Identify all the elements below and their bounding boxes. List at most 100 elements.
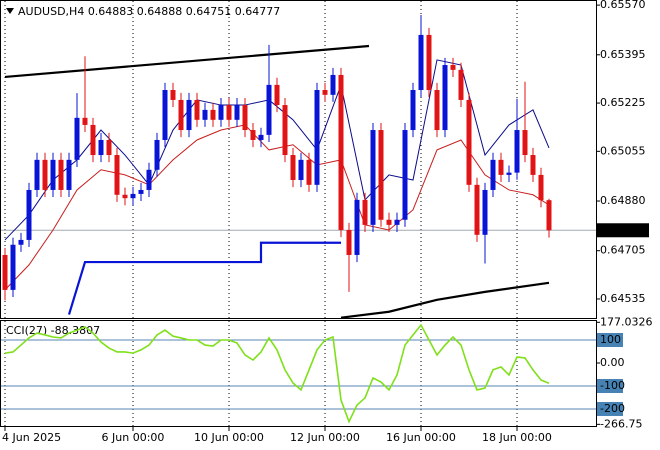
indicator-line bbox=[340, 281, 550, 319]
x-tick-label: 18 Jun 00:00 bbox=[482, 431, 552, 444]
candle-body bbox=[50, 159, 56, 190]
cci-line bbox=[4, 323, 550, 424]
candle-body bbox=[290, 155, 296, 181]
candle-body bbox=[450, 65, 456, 70]
candle-body bbox=[490, 159, 496, 190]
candle-body bbox=[434, 90, 440, 131]
x-tick-label: 10 Jun 00:00 bbox=[194, 431, 264, 444]
candle-body bbox=[394, 219, 400, 225]
candle-body bbox=[18, 239, 24, 245]
indicator-line bbox=[67, 241, 341, 315]
x-tick-label: 12 Jun 00:00 bbox=[290, 431, 360, 444]
candle-body bbox=[10, 244, 16, 290]
y-tick-label: 100 bbox=[600, 333, 621, 346]
y-tick-label: -100 bbox=[600, 379, 625, 392]
candle-body bbox=[298, 159, 304, 181]
candle-body bbox=[242, 105, 248, 131]
candle-body bbox=[322, 90, 328, 95]
candle-body bbox=[370, 130, 376, 225]
candle-body bbox=[314, 90, 320, 185]
candle-body bbox=[354, 199, 360, 255]
candle-body bbox=[114, 155, 120, 195]
candle-body bbox=[170, 90, 176, 100]
candle-body bbox=[162, 90, 168, 140]
candle-body bbox=[82, 117, 88, 125]
candle-body bbox=[506, 172, 512, 175]
y-tick-label: 0.65395 bbox=[600, 48, 646, 61]
level-label-box bbox=[597, 378, 623, 393]
candle-body bbox=[306, 159, 312, 185]
y-tick-label: 177.0326 bbox=[600, 315, 653, 328]
candle-body bbox=[274, 84, 280, 106]
collapse-icon[interactable] bbox=[6, 8, 14, 14]
candle-body bbox=[130, 193, 136, 199]
candle-body bbox=[466, 99, 472, 185]
y-tick-label: 0.65055 bbox=[600, 144, 646, 157]
candle-body bbox=[546, 200, 552, 231]
candle-body bbox=[66, 159, 72, 190]
y-tick-label: -266.75 bbox=[600, 417, 642, 430]
candle-body bbox=[58, 159, 64, 190]
candle-body bbox=[258, 134, 264, 140]
indicator-line bbox=[4, 124, 550, 291]
candle-body bbox=[386, 219, 392, 225]
candle-body bbox=[362, 199, 368, 225]
y-tick-label: 0.00 bbox=[600, 356, 625, 369]
candle-body bbox=[154, 139, 160, 170]
candle-body bbox=[250, 130, 256, 140]
level-label-box bbox=[597, 333, 623, 348]
candle-body bbox=[402, 130, 408, 220]
y-tick-label: 0.65225 bbox=[600, 96, 646, 109]
candle-body bbox=[186, 99, 192, 131]
indicator-line bbox=[4, 59, 550, 241]
main-panel-frame bbox=[0, 0, 597, 319]
candle-body bbox=[418, 34, 424, 91]
current-price-label: 0.64777 bbox=[600, 223, 646, 236]
candle-body bbox=[74, 117, 80, 160]
x-tick-label: 4 Jun 2025 bbox=[2, 431, 61, 444]
candle-body bbox=[530, 155, 536, 175]
x-tick-label: 16 Jun 00:00 bbox=[386, 431, 456, 444]
y-tick-label: 0.65570 bbox=[600, 0, 646, 11]
candle-body bbox=[146, 169, 152, 190]
candle-body bbox=[194, 99, 200, 120]
candle-body bbox=[266, 84, 272, 135]
chart-title: AUDUSD,H4 0.64883 0.64888 0.64751 0.6477… bbox=[18, 5, 280, 18]
candle-body bbox=[522, 130, 528, 156]
candle-body bbox=[218, 105, 224, 120]
y-tick-label: 0.64880 bbox=[600, 194, 646, 207]
x-tick-label: 6 Jun 00:00 bbox=[102, 431, 165, 444]
candle-body bbox=[498, 159, 504, 175]
candle-body bbox=[202, 109, 208, 120]
y-tick-label: -200 bbox=[600, 402, 625, 415]
candle-body bbox=[42, 159, 48, 190]
candle-body bbox=[210, 109, 216, 120]
candle-body bbox=[34, 159, 40, 190]
cci-title: CCI(27) -88.3807 bbox=[6, 324, 100, 337]
y-tick-label: 0.64535 bbox=[600, 292, 646, 305]
candle-body bbox=[338, 74, 344, 230]
candle-body bbox=[426, 34, 432, 91]
candle-body bbox=[90, 124, 96, 156]
candle-body bbox=[98, 139, 104, 156]
candle-body bbox=[106, 139, 112, 156]
candle-body bbox=[482, 189, 488, 235]
cci-panel-frame bbox=[0, 320, 597, 427]
candle-body bbox=[474, 184, 480, 235]
candle-body bbox=[122, 194, 128, 199]
candle-body bbox=[442, 65, 448, 131]
candle-body bbox=[178, 99, 184, 131]
candle-body bbox=[226, 105, 232, 120]
level-label-box bbox=[597, 401, 623, 416]
candle-body bbox=[138, 189, 144, 194]
candle-body bbox=[410, 90, 416, 131]
indicator-line bbox=[4, 44, 370, 79]
candle-body bbox=[458, 69, 464, 100]
candle-body bbox=[26, 189, 32, 240]
candle-body bbox=[378, 130, 384, 220]
candle-body bbox=[538, 174, 544, 201]
candle-body bbox=[346, 229, 352, 255]
y-tick-label: 0.64705 bbox=[600, 244, 646, 257]
plot-layer: 0.65570 0.65395 0.65225 0.65055 0.64880 0.647… bbox=[1, 0, 653, 444]
